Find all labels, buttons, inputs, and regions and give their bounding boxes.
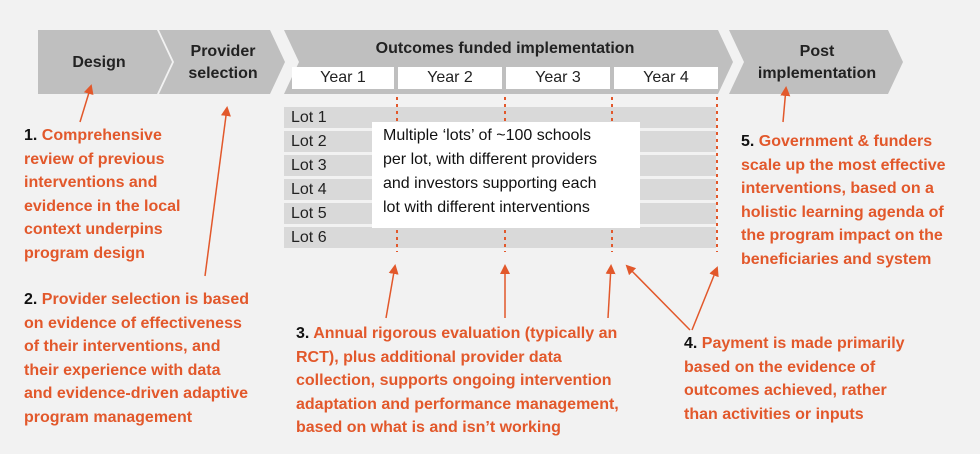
callout-3: 3. Annual rigorous evaluation (typically…	[296, 322, 676, 440]
stage-provider-label-line2: selection	[188, 65, 258, 82]
arrow-payment-to-year-4	[691, 266, 719, 331]
year-label-1: Year 1	[320, 69, 366, 86]
year-box-3	[506, 67, 610, 89]
chevron-provider-selection	[159, 30, 285, 94]
callout-5-number: 5.	[741, 133, 755, 150]
lot-label-1: Lot 1	[291, 109, 327, 126]
arrow-payment-to-year-3	[625, 264, 691, 331]
callout-2-line-2: on evidence of effectiveness	[24, 314, 242, 332]
callout-5: 5. Government & funders scale up the mos…	[741, 130, 977, 271]
callout-5-line-2: scale up the most effective	[741, 156, 946, 174]
callout-2-line-3: of their interventions, and	[24, 338, 221, 355]
callout-1-line-5: context underpins	[24, 221, 163, 238]
callout-3-line-1: 3. Annual rigorous evaluation (typically…	[296, 322, 676, 346]
year-box-1	[292, 67, 394, 89]
year-label-4: Year 4	[643, 69, 689, 86]
arrow-to-year-3	[605, 264, 616, 319]
callout-5-line-4: holistic learning agenda of	[741, 203, 944, 221]
callout-3-line-3: collection, supports ongoing interventio…	[296, 372, 612, 389]
lot-label-4: Lot 4	[291, 181, 327, 198]
lots-note-box	[372, 122, 640, 228]
arrow-to-provider-selection	[204, 106, 231, 277]
callout-5-line-3: interventions, based on a	[741, 180, 934, 197]
callout-1: 1. Comprehensive review of previous inte…	[24, 124, 274, 265]
year-box-2	[398, 67, 502, 89]
lot-label-3: Lot 3	[291, 157, 327, 174]
arrow-to-post-implementation	[780, 86, 791, 123]
callout-3-line-4: adaptation and performance management,	[296, 395, 619, 413]
callout-3-text-1: Annual rigorous evaluation (typically an	[313, 325, 618, 342]
year-box-4	[614, 67, 718, 89]
callout-1-line-2: review of previous	[24, 150, 165, 168]
callout-2-line-4: their experience with data	[24, 361, 221, 379]
year-label-3: Year 3	[535, 69, 581, 86]
lots-note: Multiple ‘lots’ of ~100 schools per lot,…	[383, 124, 645, 220]
lots-note-line-2: per lot, with different providers	[383, 151, 598, 168]
stage-design-label: Design	[72, 54, 126, 71]
callout-3-number: 3.	[296, 325, 310, 342]
callout-2: 2. Provider selection is based on eviden…	[24, 288, 294, 429]
callout-5-line-6: beneficiaries and system	[741, 250, 932, 268]
lots-note-line-1: Multiple ‘lots’ of ~100 schools	[383, 127, 591, 144]
callout-4-text-1: Payment is made primarily	[701, 335, 905, 352]
callout-1-line-3: interventions and	[24, 174, 158, 191]
stage-post-label-line1: Post	[799, 43, 835, 60]
callout-1-number: 1.	[24, 127, 38, 144]
stage-post-label-line2: implementation	[757, 65, 877, 82]
callout-2-line-5: and evidence-driven adaptive	[24, 385, 249, 402]
stage-outcomes-label: Outcomes funded implementation	[375, 40, 635, 57]
lots-note-line-4: lot with different interventions	[383, 199, 590, 216]
lot-bar-6	[284, 227, 716, 248]
callout-4-number: 4.	[684, 335, 698, 352]
callout-2-line-6: program management	[24, 408, 193, 426]
chevron-post-implementation	[729, 30, 903, 94]
arrow-to-design	[79, 84, 94, 123]
callout-5-line-5: the program impact on the	[741, 227, 943, 244]
chevron-design	[38, 30, 172, 94]
year-label-2: Year 2	[427, 69, 473, 86]
callout-2-line-1: 2. Provider selection is based	[24, 288, 294, 312]
lot-label-6: Lot 6	[291, 229, 327, 246]
callout-3-line-5: based on what is and isn’t working	[296, 419, 561, 436]
callout-3-line-2: RCT), plus additional provider data	[296, 348, 562, 366]
lot-label-5: Lot 5	[291, 205, 327, 222]
lot-label-2: Lot 2	[291, 133, 327, 150]
callout-4-line-4: than activities or inputs	[684, 405, 864, 423]
callout-4-line-1: 4. Payment is made primarily	[684, 332, 934, 356]
callout-2-text-1: Provider selection is based	[41, 291, 249, 308]
callout-5-line-1: 5. Government & funders	[741, 130, 977, 154]
callout-4-line-3: outcomes achieved, rather	[684, 382, 887, 399]
callout-5-text-1: Government & funders	[758, 133, 933, 150]
callout-2-number: 2.	[24, 291, 38, 308]
stage-provider-label-line1: Provider	[190, 43, 256, 60]
lots-note-line-3: and investors supporting each	[383, 175, 597, 192]
callout-1-line-6: program design	[24, 244, 145, 262]
callout-1-line-1: 1. Comprehensive	[24, 124, 274, 148]
callout-4-line-2: based on the evidence of	[684, 358, 876, 376]
callout-1-text-1: Comprehensive	[41, 127, 162, 144]
callout-4: 4. Payment is made primarily based on th…	[684, 332, 934, 426]
callout-1-line-4: evidence in the local	[24, 197, 181, 215]
arrow-to-year-1	[385, 264, 399, 319]
